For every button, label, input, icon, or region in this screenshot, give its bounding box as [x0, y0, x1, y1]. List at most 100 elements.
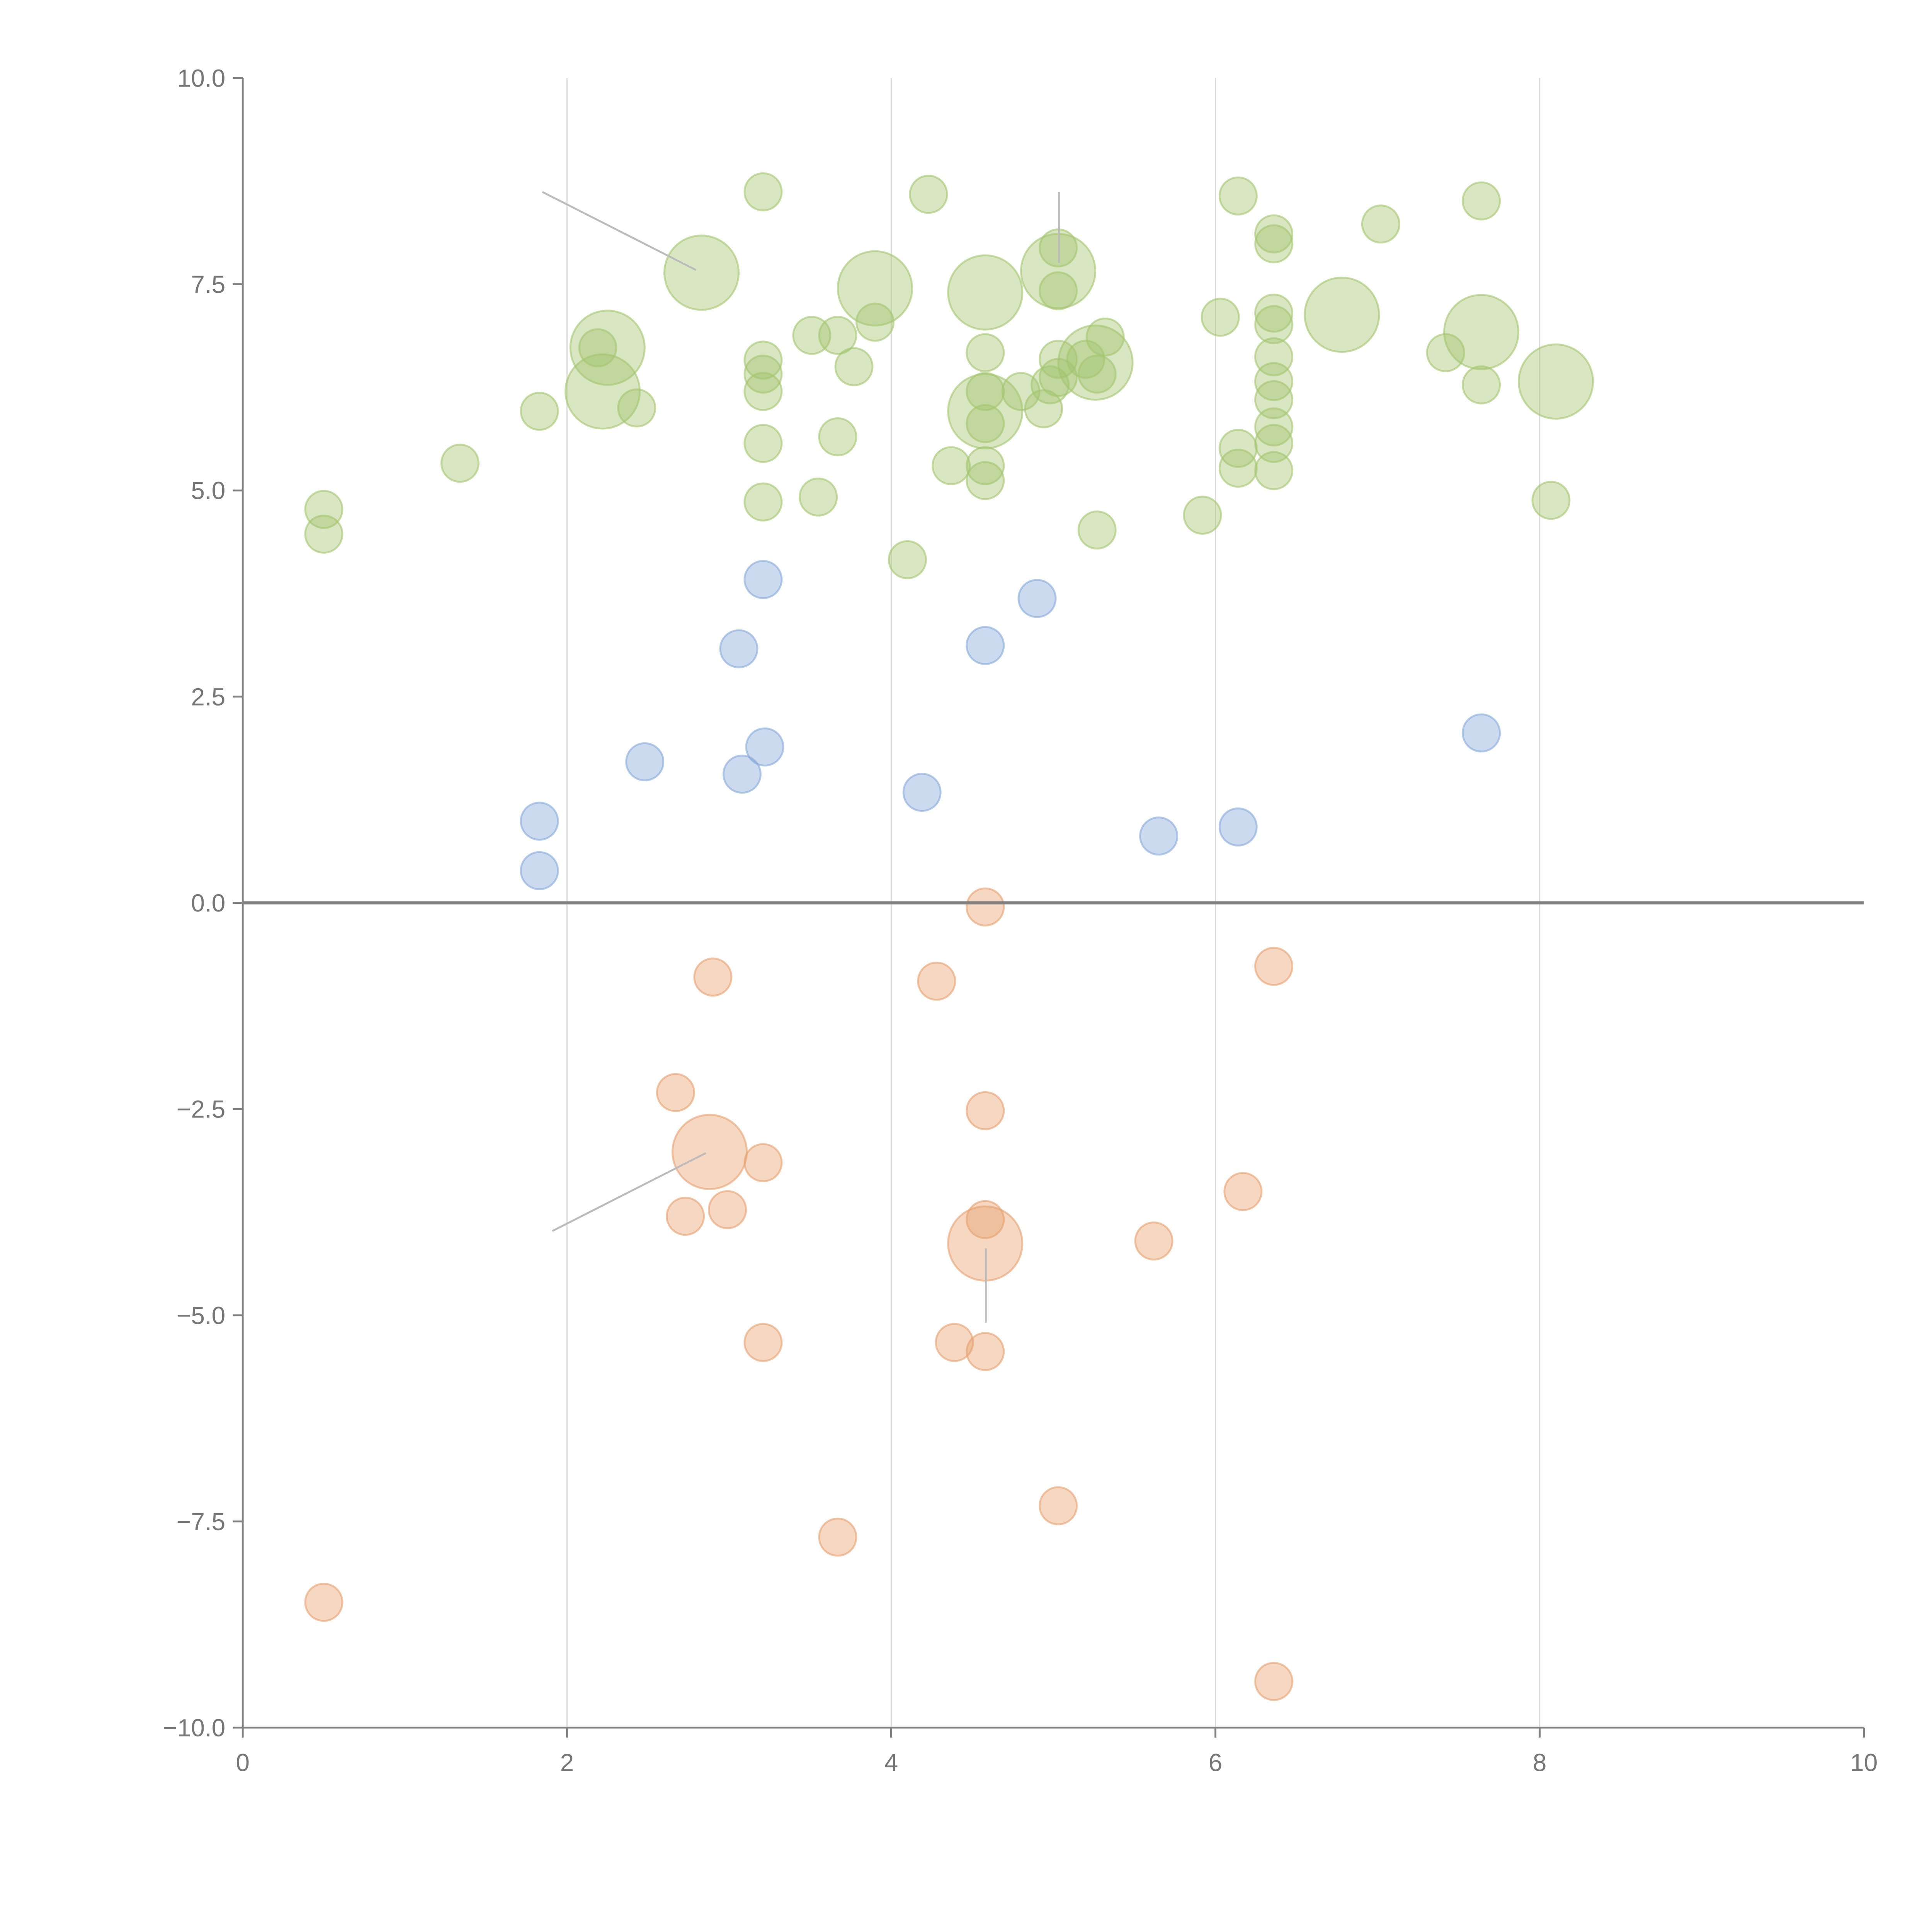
- green-bubble: [743, 172, 783, 211]
- green-bubble: [837, 250, 913, 327]
- y-tick-label: 0.0: [191, 889, 225, 917]
- data-points: [304, 172, 1594, 1701]
- y-tick-label: −5.0: [177, 1301, 226, 1329]
- green-bubble: [440, 444, 480, 483]
- orange-bubble: [693, 957, 733, 997]
- x-tick-label: 10: [1850, 1748, 1878, 1776]
- orange-bubble: [966, 1200, 1005, 1239]
- green-bubble: [947, 373, 1024, 449]
- green-bubble: [1462, 181, 1501, 221]
- blue-bubble: [1218, 807, 1258, 847]
- y-tick-label: −7.5: [177, 1508, 226, 1536]
- x-tick-label: 4: [884, 1748, 898, 1776]
- x-tick-label: 8: [1533, 1748, 1547, 1776]
- green-bubble: [663, 235, 740, 311]
- green-bubble: [1183, 495, 1222, 535]
- orange-bubble: [304, 1583, 344, 1622]
- green-bubble: [1077, 354, 1117, 394]
- y-tick-label: −2.5: [177, 1095, 226, 1123]
- green-bubble: [966, 333, 1005, 372]
- green-bubble: [1077, 510, 1117, 550]
- blue-bubble: [1462, 713, 1501, 753]
- green-bubble: [932, 446, 971, 485]
- orange-bubble: [1039, 1486, 1078, 1526]
- green-bubble: [966, 372, 1005, 411]
- orange-bubble: [656, 1073, 695, 1112]
- green-bubble: [520, 391, 559, 431]
- blue-bubble: [745, 727, 784, 767]
- green-bubble: [304, 514, 344, 554]
- orange-bubble: [935, 1323, 974, 1362]
- blue-bubble: [520, 801, 559, 841]
- green-bubble: [799, 477, 838, 517]
- green-bubble: [743, 340, 783, 380]
- y-tick-label: 10.0: [177, 64, 226, 92]
- orange-bubble: [743, 1323, 783, 1362]
- green-bubble: [1254, 451, 1294, 490]
- green-bubble: [818, 316, 857, 355]
- green-bubble: [1531, 481, 1571, 520]
- green-bubble: [834, 347, 874, 386]
- y-tick-label: −10.0: [163, 1714, 225, 1742]
- green-bubble: [1031, 365, 1070, 405]
- y-axis-ticks: 10.0 7.5 5.0 2.5 0.0 −2.5 −5.0 −7.5 −10.0: [163, 64, 243, 1742]
- green-bubble: [818, 417, 857, 456]
- green-bubble: [1304, 276, 1380, 353]
- x-axis-ticks: 0 2 4 6 8 10: [236, 1728, 1878, 1776]
- green-bubble: [1518, 343, 1594, 420]
- x-tick-label: 2: [560, 1748, 574, 1776]
- green-bubble: [1361, 204, 1400, 244]
- blue-bubble: [625, 742, 665, 782]
- green-bubble: [1426, 333, 1465, 372]
- green-bubble: [565, 353, 641, 430]
- orange-bubble: [966, 1091, 1005, 1130]
- leader-line: [542, 191, 697, 271]
- green-bubble: [1254, 305, 1294, 344]
- annotation-leaders: [542, 191, 1060, 1323]
- orange-bubble: [1254, 1662, 1294, 1701]
- orange-bubble: [966, 1332, 1005, 1371]
- orange-bubble: [1254, 947, 1294, 986]
- orange-bubble: [708, 1190, 747, 1230]
- green-bubble: [743, 372, 783, 411]
- green-bubble: [1254, 424, 1294, 463]
- green-bubble: [1254, 214, 1294, 253]
- orange-bubble: [671, 1114, 748, 1190]
- green-bubble: [1254, 407, 1294, 447]
- blue-bubble: [902, 773, 942, 812]
- orange-bubble: [818, 1517, 857, 1557]
- green-bubble: [966, 446, 1005, 485]
- blue-bubble: [743, 560, 783, 599]
- green-bubble: [743, 354, 783, 394]
- green-bubble: [1218, 176, 1258, 216]
- green-bubble: [1039, 271, 1078, 311]
- blue-bubble: [520, 851, 559, 890]
- green-bubble: [909, 175, 948, 214]
- orange-bubble: [743, 1143, 783, 1182]
- orange-bubble: [966, 887, 1005, 927]
- green-bubble: [1254, 224, 1294, 264]
- y-tick-label: 5.0: [191, 477, 225, 505]
- green-bubble: [1443, 294, 1520, 370]
- orange-bubble: [1223, 1172, 1263, 1211]
- green-bubble: [1201, 298, 1240, 337]
- y-tick-label: 2.5: [191, 683, 225, 711]
- green-bubble: [1254, 380, 1294, 419]
- orange-bubble: [666, 1197, 705, 1236]
- green-bubble: [1085, 317, 1125, 357]
- blue-bubble: [722, 755, 762, 794]
- x-tick-label: 6: [1209, 1748, 1223, 1776]
- green-bubble: [1462, 365, 1501, 405]
- blue-bubble: [1017, 579, 1057, 618]
- orange-bubble: [1134, 1221, 1173, 1261]
- green-bubble: [578, 328, 617, 367]
- blue-bubble: [719, 629, 759, 668]
- green-bubble: [617, 388, 656, 428]
- orange-bubble: [917, 961, 956, 1001]
- green-bubble: [966, 461, 1005, 500]
- green-bubble: [888, 540, 927, 580]
- leader-line: [552, 1152, 707, 1232]
- green-bubble: [1254, 293, 1294, 333]
- blue-bubble: [966, 626, 1005, 665]
